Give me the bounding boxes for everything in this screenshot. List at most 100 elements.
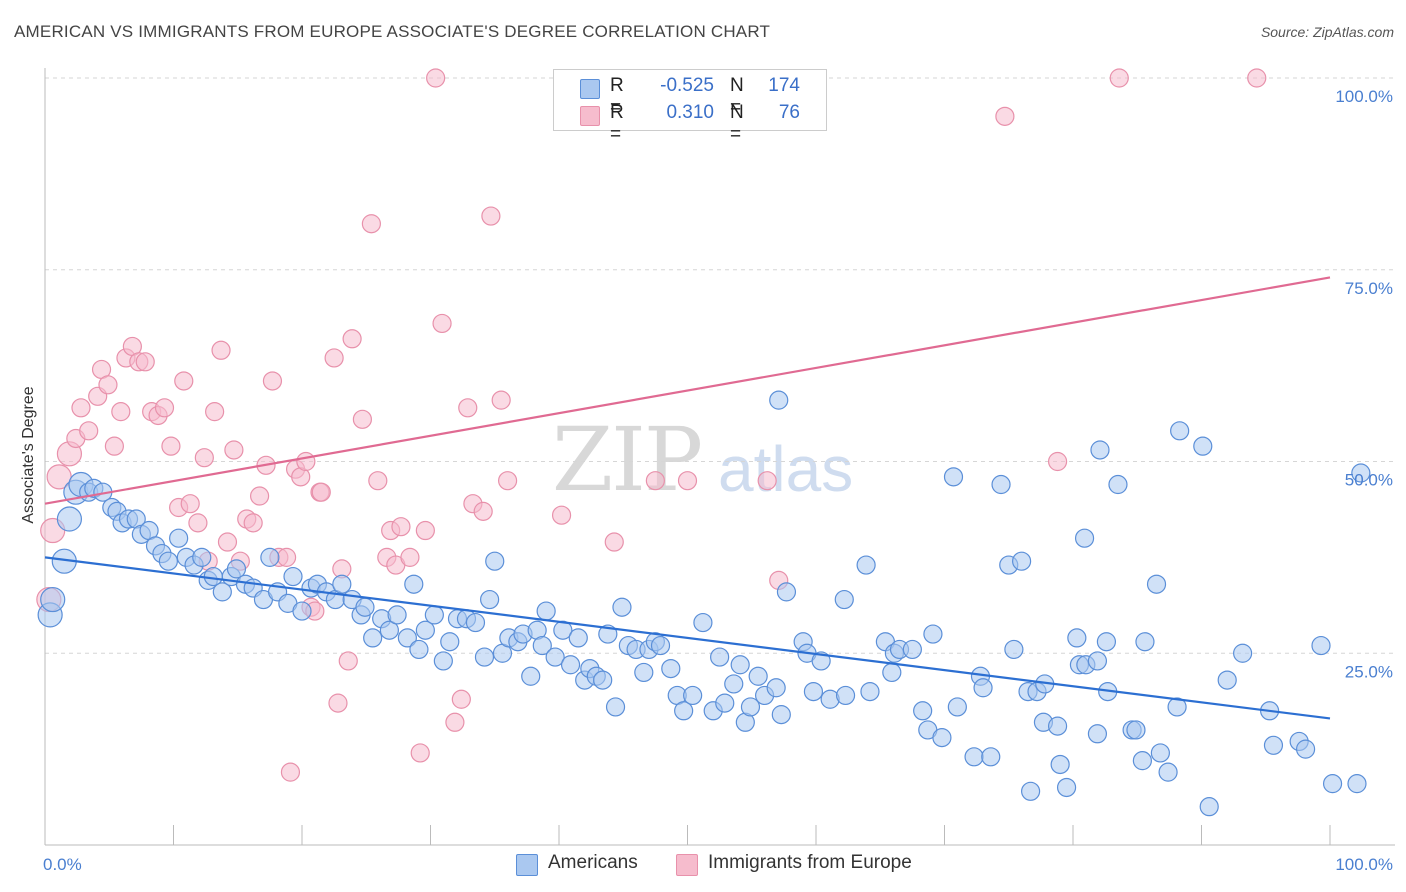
americans-point xyxy=(882,662,902,683)
americans-point xyxy=(1233,643,1253,663)
bottom-legend: Americans Immigrants from Europe xyxy=(0,852,1406,876)
immigrants-point xyxy=(451,689,471,709)
americans-point xyxy=(485,551,505,571)
legend-n-value: 76 xyxy=(778,102,800,123)
immigrants-point xyxy=(410,743,430,763)
immigrants-point xyxy=(324,348,344,368)
legend-r-value: 0.310 xyxy=(666,102,714,123)
americans-point xyxy=(947,697,967,717)
americans-point xyxy=(1347,774,1367,794)
americans-point xyxy=(560,655,581,675)
immigrants-point xyxy=(154,398,175,418)
americans-point xyxy=(1090,440,1110,460)
americans-point xyxy=(612,597,632,617)
americans-point xyxy=(415,620,435,640)
americans-point xyxy=(440,632,460,652)
americans-point xyxy=(1020,781,1041,801)
chart-title: AMERICAN VS IMMIGRANTS FROM EUROPE ASSOC… xyxy=(14,22,771,41)
americans-point xyxy=(715,693,735,713)
immigrants-point xyxy=(432,313,452,334)
immigrants-point xyxy=(180,494,200,514)
y-axis-label: Associate's Degree xyxy=(20,386,37,523)
immigrants-swatch xyxy=(580,106,600,126)
americans-point xyxy=(913,701,933,721)
immigrants-point xyxy=(328,693,348,713)
immigrants-point xyxy=(194,448,214,468)
americans-legend-label: Americans xyxy=(548,852,638,873)
americans-point xyxy=(409,639,429,660)
immigrants-point xyxy=(1247,68,1267,88)
immigrants-point xyxy=(311,482,331,502)
source-label: Source: ZipAtlas.com xyxy=(1260,24,1394,40)
americans-point xyxy=(1351,463,1371,483)
americans-point xyxy=(1146,574,1167,594)
x-tick-label: 0.0% xyxy=(43,855,82,874)
americans-point xyxy=(593,670,613,690)
americans-point xyxy=(803,681,824,702)
watermark-zip: ZIP xyxy=(552,408,703,511)
y-tick-label: 25.0% xyxy=(1345,662,1393,681)
immigrants-legend-label: Immigrants from Europe xyxy=(708,852,912,873)
americans-point xyxy=(465,612,486,633)
americans-point xyxy=(40,586,66,613)
americans-point xyxy=(856,555,876,575)
americans-point xyxy=(1311,635,1331,656)
legend: R = -0.525 N = 174 R = 0.310 N = 76 xyxy=(553,69,827,145)
americans-point xyxy=(56,506,83,532)
americans-point xyxy=(212,582,232,602)
y-tick-label: 50.0% xyxy=(1345,471,1393,490)
immigrants-point xyxy=(296,451,316,472)
americans-point xyxy=(923,624,943,644)
americans-point xyxy=(387,605,407,625)
immigrants-point xyxy=(995,106,1015,126)
americans-point xyxy=(424,605,444,625)
americans-point xyxy=(1263,735,1284,755)
immigrants-point xyxy=(249,486,270,506)
americans-point xyxy=(260,547,280,567)
americans-point xyxy=(568,628,588,648)
americans-point xyxy=(1170,421,1190,441)
y-tick-label: 100.0% xyxy=(1335,87,1393,106)
immigrants-legend-swatch xyxy=(676,854,698,876)
americans-point xyxy=(363,628,383,648)
trend-lines xyxy=(44,276,1331,720)
axes xyxy=(44,68,1395,846)
americans-point xyxy=(902,639,922,660)
americans-point xyxy=(1295,739,1316,759)
immigrants-point xyxy=(645,471,665,491)
americans-point xyxy=(292,601,312,621)
immigrants-point xyxy=(211,340,231,360)
americans-point xyxy=(740,697,761,717)
americans-point xyxy=(1087,651,1108,671)
immigrants-point xyxy=(1047,451,1068,472)
americans-point xyxy=(834,589,854,610)
americans-point xyxy=(748,666,768,686)
immigrants-point xyxy=(426,68,446,88)
americans-point xyxy=(332,574,352,594)
immigrants-point xyxy=(243,513,263,533)
americans-point xyxy=(379,620,399,640)
americans-point xyxy=(964,747,984,767)
americans-point xyxy=(355,597,375,617)
americans-point xyxy=(650,635,671,656)
americans-point xyxy=(1011,551,1032,571)
immigrants-point xyxy=(111,402,131,422)
americans-point xyxy=(521,666,541,686)
americans-point xyxy=(158,551,178,571)
americans-point xyxy=(943,467,964,487)
americans-point xyxy=(1126,720,1146,740)
legend-r-value: -0.525 xyxy=(660,75,714,96)
tick-labels: 25.0% 50.0% 75.0% 100.0% 0.0% 100.0% xyxy=(43,87,1393,874)
americans-point xyxy=(1150,743,1170,763)
immigrants-point xyxy=(481,206,501,226)
immigrants-point xyxy=(473,501,493,521)
americans-point xyxy=(532,635,552,656)
immigrants-point xyxy=(342,329,362,349)
legend-r-label: R = xyxy=(610,102,624,145)
immigrants-point xyxy=(368,471,388,491)
immigrants-point xyxy=(174,371,194,391)
americans-point xyxy=(1193,436,1213,456)
immigrants-point xyxy=(445,712,465,732)
immigrants-point xyxy=(98,375,118,395)
